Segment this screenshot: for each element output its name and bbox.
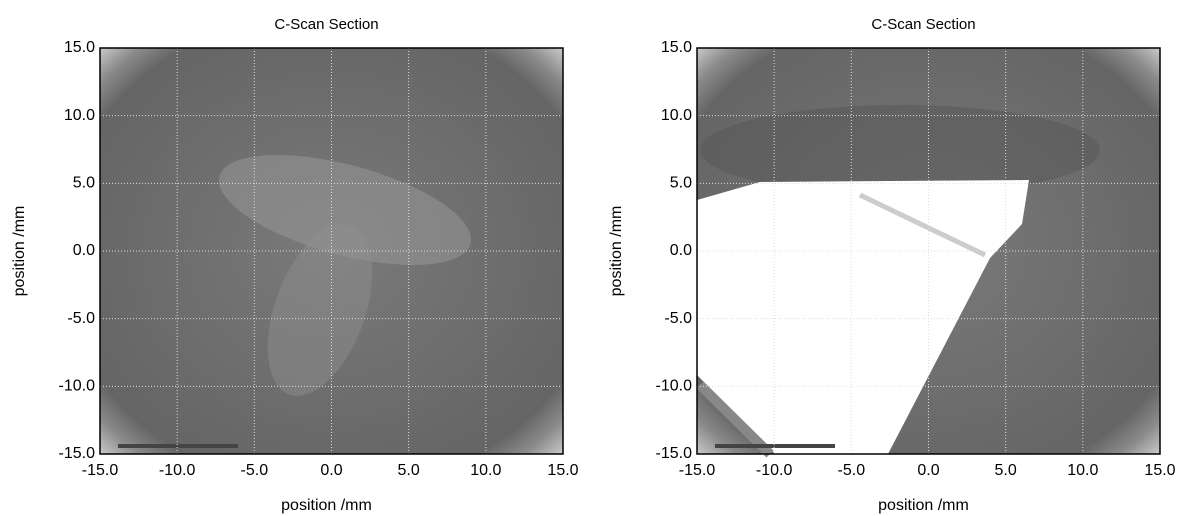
plot-frame xyxy=(696,47,1161,455)
y-tick-label: 10.0 xyxy=(661,107,692,124)
chart-title: C-Scan Section xyxy=(274,16,378,33)
heatmap-image xyxy=(696,48,1160,458)
y-tick-label: 15.0 xyxy=(661,39,692,56)
x-tick-label: -5.0 xyxy=(838,462,866,479)
x-tick-label: 15.0 xyxy=(547,462,578,479)
y-tick-label: 0.0 xyxy=(670,242,692,259)
x-axis-label: position /mm xyxy=(878,497,969,514)
x-tick-label: -5.0 xyxy=(241,462,269,479)
y-tick-label: -5.0 xyxy=(664,310,692,327)
x-tick-label: -10.0 xyxy=(756,462,793,479)
chart-title: C-Scan Section xyxy=(871,16,975,33)
x-tick-label: -15.0 xyxy=(82,462,119,479)
plot-frame xyxy=(99,47,564,455)
y-axis-label: position /mm xyxy=(608,206,625,297)
y-tick-label: -5.0 xyxy=(67,310,95,327)
y-tick-label: 15.0 xyxy=(64,39,95,56)
x-tick-label: -10.0 xyxy=(159,462,196,479)
x-tick-label: 0.0 xyxy=(917,462,939,479)
y-tick-label: 5.0 xyxy=(670,175,692,192)
x-tick-label: 10.0 xyxy=(470,462,501,479)
y-tick-label: 0.0 xyxy=(73,242,95,259)
y-tick-label: -15.0 xyxy=(59,445,96,462)
x-tick-label: 0.0 xyxy=(320,462,342,479)
y-tick-label: -10.0 xyxy=(656,378,693,395)
y-tick-label: -15.0 xyxy=(656,445,693,462)
y-axis-label: position /mm xyxy=(11,206,28,297)
x-axis-label: position /mm xyxy=(281,497,372,514)
y-tick-label: 5.0 xyxy=(73,175,95,192)
x-tick-label: 15.0 xyxy=(1144,462,1175,479)
x-tick-label: 5.0 xyxy=(398,462,420,479)
x-tick-label: 10.0 xyxy=(1067,462,1098,479)
x-tick-label: 5.0 xyxy=(995,462,1017,479)
y-tick-label: 10.0 xyxy=(64,107,95,124)
y-tick-label: -10.0 xyxy=(59,378,96,395)
x-tick-label: -15.0 xyxy=(679,462,716,479)
